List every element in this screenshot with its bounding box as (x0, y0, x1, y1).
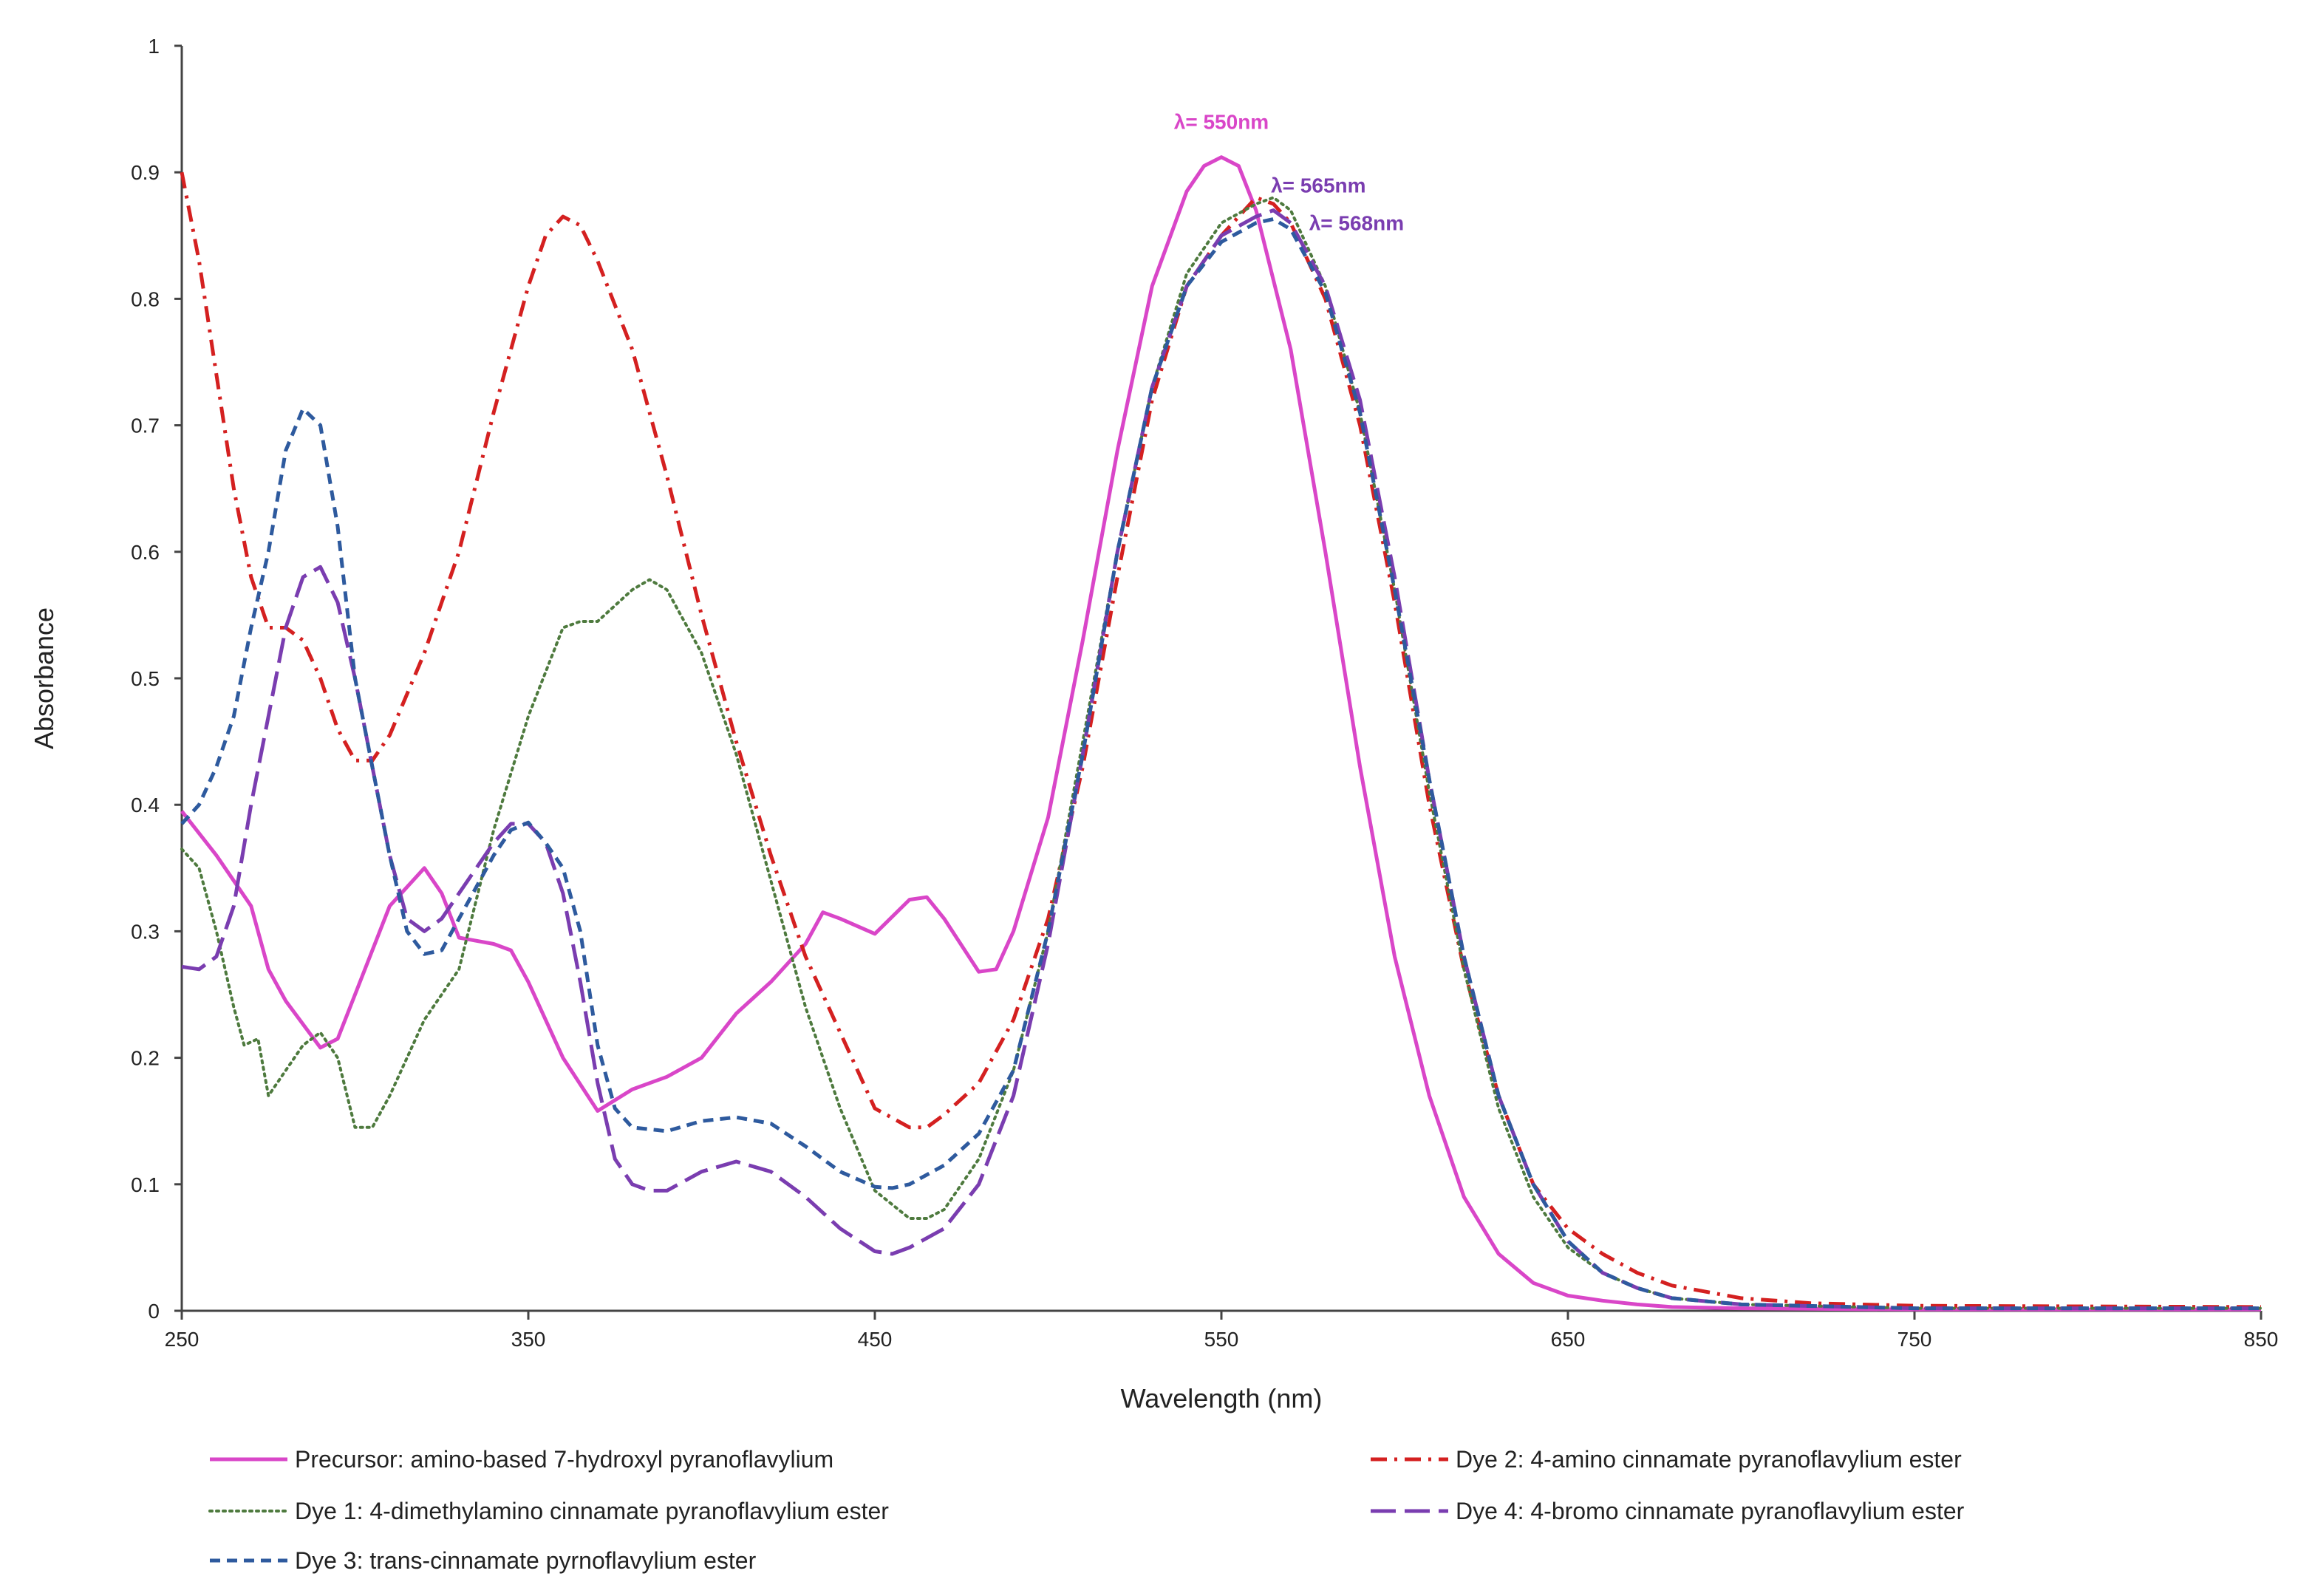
legend-item: Dye 1: 4-dimethylamino cinnamate pyranof… (208, 1498, 889, 1524)
y-tick-label: 0.2 (131, 1047, 160, 1070)
series-line-3 (180, 196, 2262, 1310)
series-line-2 (180, 171, 2262, 1309)
series-group (180, 155, 2262, 1312)
y-tick-label: 0.9 (131, 161, 160, 184)
y-tick-label: 0.1 (131, 1173, 160, 1196)
legend-label: Dye 3: trans-cinnamate pyrnoflavylium es… (295, 1547, 757, 1574)
y-tick-label: 0.5 (131, 667, 160, 690)
legend-label: Dye 4: 4-bromo cinnamate pyranoflavylium… (1456, 1498, 1965, 1524)
axes: 0 0.1 0.2 0.3 0.4 0.5 0.6 0.7 0.8 0.9 1 250 350 450 5… (29, 35, 2278, 1413)
peak-annotation-3: λ= 568nm (1309, 212, 1404, 235)
x-tick-label: 350 (511, 1328, 546, 1351)
y-tick-label: 0.7 (131, 415, 160, 437)
x-tick-label: 750 (1897, 1328, 1932, 1351)
x-tick-label: 850 (2244, 1328, 2279, 1351)
peak-annotation-2: λ= 565nm (1271, 174, 1365, 197)
y-tick-label: 1 (148, 35, 160, 58)
legend-label: Dye 2: 4-amino cinnamate pyranoflavylium… (1456, 1446, 1962, 1473)
series-line-4 (181, 208, 2261, 1311)
peak-annotation-1: λ= 550nm (1174, 111, 1269, 134)
x-tick-label: 250 (165, 1328, 200, 1351)
legend-item: Dye 3: trans-cinnamate pyrnoflavylium es… (210, 1547, 757, 1574)
series-line-5 (180, 217, 2261, 1311)
y-tick-label: 0.3 (131, 920, 160, 943)
y-tick-label: 0 (148, 1300, 160, 1323)
y-tick-label: 0.8 (131, 287, 160, 310)
x-ticks: 250 350 450 550 650 750 850 (165, 1311, 2279, 1351)
series-line-1 (180, 155, 2261, 1312)
legend: Precursor: amino-based 7-hydroxyl pyrano… (208, 1446, 1965, 1574)
legend-label: Precursor: amino-based 7-hydroxyl pyrano… (295, 1446, 833, 1473)
x-tick-label: 450 (858, 1328, 893, 1351)
x-tick-label: 550 (1204, 1328, 1239, 1351)
legend-item: Precursor: amino-based 7-hydroxyl pyrano… (210, 1446, 833, 1473)
legend-item: Dye 4: 4-bromo cinnamate pyranoflavylium… (1371, 1498, 1965, 1524)
y-tick-label: 0.6 (131, 541, 160, 564)
y-tick-label: 0.4 (131, 794, 160, 816)
legend-item: Dye 2: 4-amino cinnamate pyranoflavylium… (1371, 1446, 1962, 1473)
annotations-group: λ= 550nm λ= 565nm λ= 568nm (1174, 111, 1404, 235)
legend-label: Dye 1: 4-dimethylamino cinnamate pyranof… (295, 1498, 889, 1524)
x-tick-label: 650 (1551, 1328, 1586, 1351)
y-ticks: 0 0.1 0.2 0.3 0.4 0.5 0.6 0.7 0.8 0.9 1 (131, 35, 182, 1323)
x-axis-title: Wavelength (nm) (1121, 1383, 1323, 1413)
y-axis-title: Absorbance (29, 607, 59, 749)
